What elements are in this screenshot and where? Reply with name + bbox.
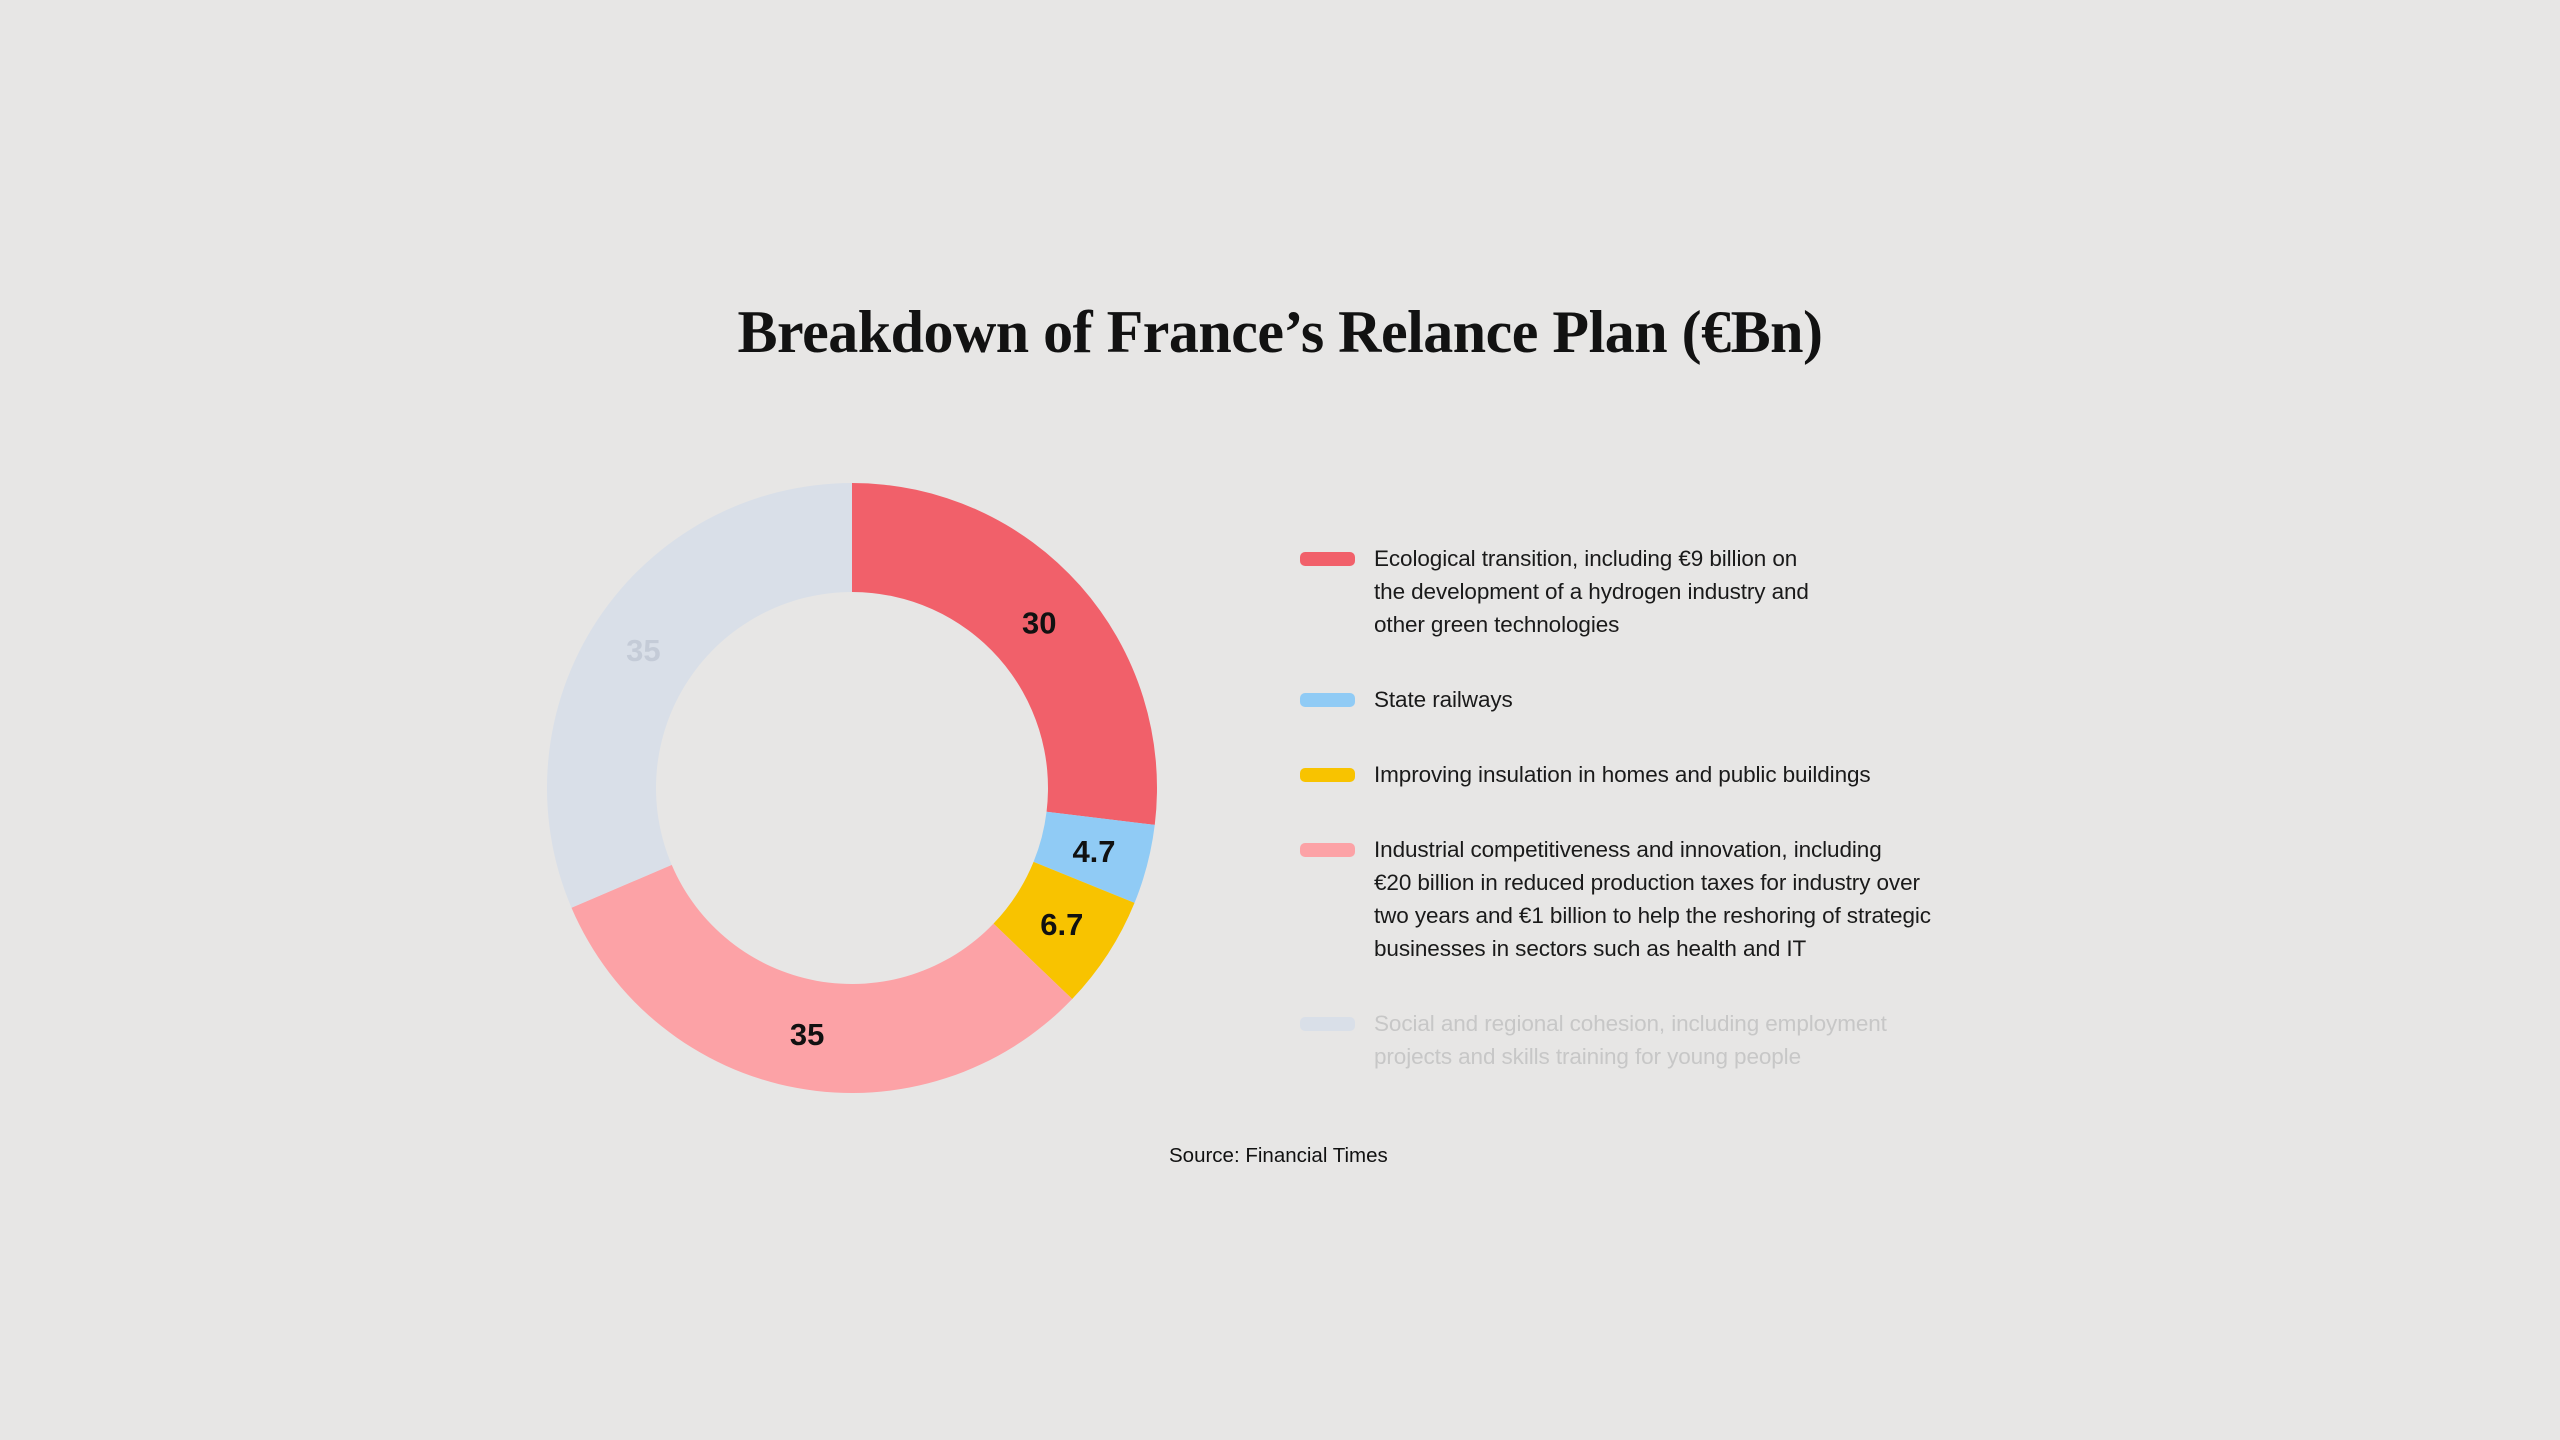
donut-chart: 30 4.7 6.7 35 35 [547,483,1157,1093]
slice-value-label: 30 [1022,605,1056,640]
legend-label: Industrial competitiveness and innovatio… [1374,837,1931,961]
chart-legend: Ecological transition, including €9 bill… [1300,542,2120,1073]
legend-swatch [1300,843,1355,857]
legend-item[interactable]: Improving insulation in homes and public… [1300,758,2120,791]
legend-item[interactable]: Ecological transition, including €9 bill… [1300,542,2120,641]
donut-slice-3[interactable] [993,861,1135,1000]
donut-slice-1[interactable] [852,483,1157,825]
chart-title: Breakdown of France’s Relance Plan (€Bn) [737,299,1823,365]
slice-value-label: 35 [626,633,660,668]
donut-slice-2[interactable] [1033,811,1155,903]
legend-item[interactable]: Industrial competitiveness and innovatio… [1300,833,2120,965]
legend-label: Improving insulation in homes and public… [1374,762,1871,787]
slice-value-label: 4.7 [1072,834,1115,869]
donut-slice-5[interactable] [547,483,852,908]
legend-swatch [1300,693,1355,707]
legend-label: Social and regional cohesion, including … [1374,1011,1887,1069]
slice-value-label: 35 [790,1017,824,1052]
legend-label: State railways [1374,687,1513,712]
legend-swatch [1300,768,1355,782]
slice-value-label: 6.7 [1040,907,1083,942]
legend-item[interactable]: State railways [1300,683,2120,716]
source-note: Source: Financial Times [1169,1144,1388,1167]
legend-label: Ecological transition, including €9 bill… [1374,546,1809,637]
legend-swatch [1300,552,1355,566]
legend-swatch [1300,1017,1355,1031]
legend-item[interactable]: Social and regional cohesion, including … [1300,1007,2120,1073]
donut-slice-4[interactable] [571,864,1073,1093]
